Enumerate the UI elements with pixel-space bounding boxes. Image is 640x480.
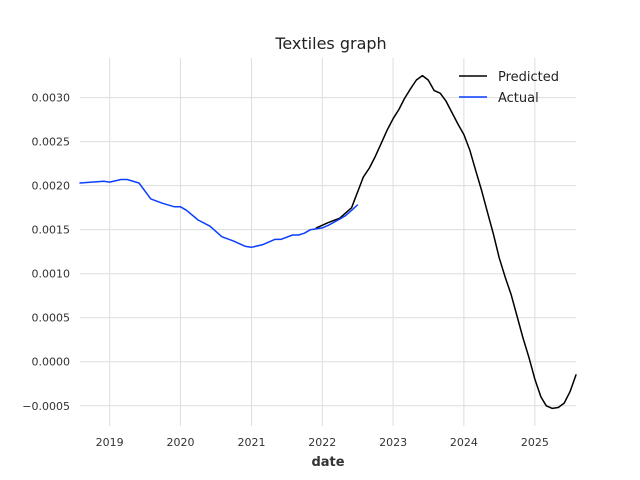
legend: Predicted Actual: [459, 70, 559, 106]
series-line-predicted: [315, 74, 577, 410]
grid: [80, 58, 576, 426]
y-tick-labels: −0.0005 0.0000 0.0005 0.0010 0.0015 0.0020 0.0…: [22, 92, 70, 413]
y-tick-label: 0.0000: [32, 356, 71, 369]
x-tick-label: 2019: [96, 436, 124, 449]
chart-title: Textiles graph: [274, 34, 386, 53]
y-tick-label: 0.0020: [32, 180, 71, 193]
x-axis-label: date: [311, 455, 344, 470]
y-tick-label: −0.0005: [22, 400, 70, 413]
x-tick-label: 2024: [450, 436, 478, 449]
x-tick-label: 2023: [379, 436, 407, 449]
x-tick-label: 2021: [237, 436, 265, 449]
x-tick-label: 2022: [308, 436, 336, 449]
y-tick-label: 0.0010: [32, 268, 71, 281]
y-tick-label: 0.0015: [32, 224, 71, 237]
y-tick-label: 0.0005: [32, 312, 71, 325]
x-tick-labels: 2019 2020 2021 2022 2023 2024 2025: [96, 436, 549, 449]
y-tick-label: 0.0025: [32, 136, 71, 149]
legend-label-actual: Actual: [498, 91, 539, 106]
x-tick-label: 2020: [166, 436, 194, 449]
series-lines: [79, 74, 577, 410]
y-tick-label: 0.0030: [32, 92, 71, 105]
legend-label-predicted: Predicted: [498, 70, 559, 85]
x-tick-label: 2025: [521, 436, 549, 449]
series-line-actual: [79, 178, 359, 249]
